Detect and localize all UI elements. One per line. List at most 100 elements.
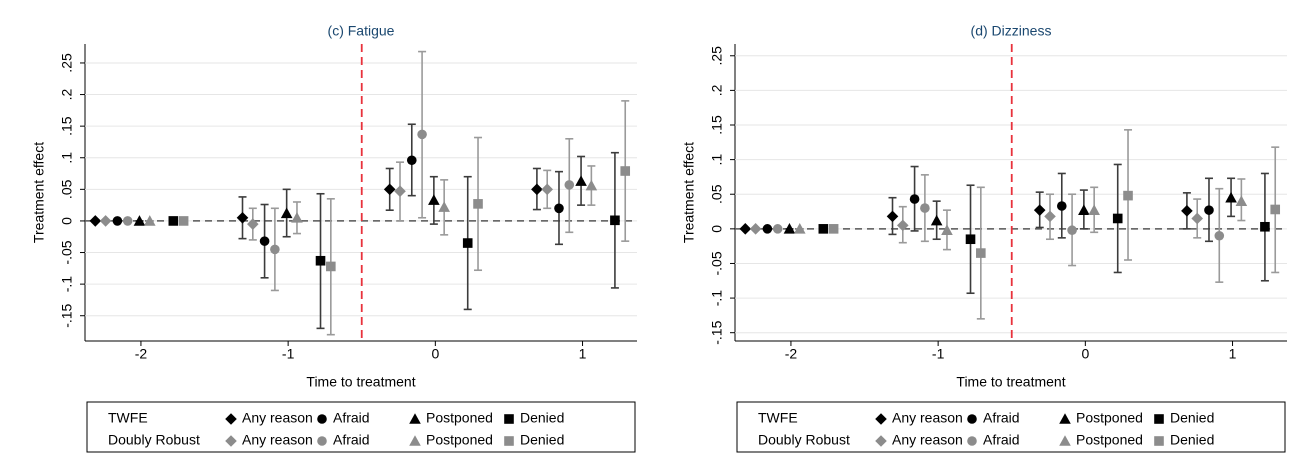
point	[920, 203, 930, 213]
point	[280, 207, 293, 219]
legend-label: Afraid	[333, 410, 370, 426]
x-tick-label: -1	[932, 346, 945, 362]
point	[886, 210, 899, 223]
y-tick-label: .25	[59, 53, 75, 73]
y-tick-label: 0	[59, 217, 75, 225]
x-tick-label: 0	[431, 346, 439, 362]
legend-marker	[1059, 435, 1071, 446]
point	[965, 234, 976, 245]
x-axis-label: Time to treatment	[306, 374, 415, 390]
legend-label: Denied	[520, 432, 564, 448]
y-axis-label: Treatment effect	[681, 142, 697, 243]
point	[1112, 213, 1123, 224]
legend-label: Postponed	[1076, 410, 1143, 426]
point	[1260, 221, 1270, 232]
point	[941, 224, 953, 236]
legend-marker	[967, 414, 977, 424]
legend-group-label: TWFE	[758, 410, 798, 426]
point	[897, 219, 909, 232]
legend-marker	[409, 413, 421, 424]
panel: (c) Fatigue .25 .2 .15 .1 .05 0 -.05 -.1 -.15 -2 -1…	[31, 23, 637, 453]
point	[976, 248, 986, 258]
y-tick-label: .25	[709, 46, 725, 66]
legend-label: Afraid	[333, 432, 370, 448]
point	[1225, 191, 1237, 203]
legend-marker	[875, 413, 887, 425]
panel: (d) Dizziness .25 .2 .15 .1 .05 0 -.05 -.1 -.15 -2…	[681, 23, 1287, 453]
point	[247, 218, 259, 230]
legend-marker	[1154, 436, 1164, 446]
x-tick-label: -2	[785, 346, 798, 362]
point	[1235, 195, 1248, 206]
point	[1191, 212, 1204, 225]
point	[133, 215, 146, 226]
legend-label: Any reason	[892, 410, 963, 426]
legend-marker	[225, 435, 237, 447]
point	[762, 224, 773, 234]
legend-marker	[1059, 413, 1071, 424]
point	[236, 211, 249, 224]
point	[259, 236, 270, 246]
point	[99, 215, 112, 227]
legend-label: Denied	[520, 410, 564, 426]
point	[326, 261, 336, 272]
point	[564, 180, 575, 190]
legend-marker	[317, 414, 327, 424]
point	[1078, 204, 1090, 215]
point	[783, 223, 796, 234]
legend-marker	[875, 435, 887, 447]
point	[143, 215, 156, 226]
point	[1088, 204, 1100, 215]
point	[473, 199, 483, 209]
legend-marker	[967, 436, 977, 446]
point	[270, 244, 280, 255]
legend-label: Any reason	[242, 410, 313, 426]
point	[89, 215, 102, 227]
point	[1067, 225, 1077, 236]
y-tick-label: -.1	[709, 290, 725, 307]
legend-label: Afraid	[983, 410, 1020, 426]
point	[585, 179, 598, 191]
y-tick-label: .2	[709, 84, 725, 96]
y-tick-label: .1	[709, 154, 725, 166]
x-tick-label: 1	[579, 346, 587, 362]
legend-label: Afraid	[983, 432, 1020, 448]
point	[1033, 204, 1046, 216]
legend-group-label: Doubly Robust	[758, 432, 850, 448]
legend-label: Denied	[1170, 410, 1214, 426]
x-tick-label: 0	[1081, 346, 1089, 362]
point	[1204, 205, 1214, 215]
point	[554, 203, 564, 214]
point	[909, 194, 920, 204]
point	[772, 224, 783, 234]
legend-label: Postponed	[1076, 432, 1143, 448]
legend-label: Denied	[1170, 432, 1214, 448]
point	[930, 214, 943, 226]
point	[1214, 230, 1225, 241]
point	[383, 183, 396, 196]
point	[541, 183, 554, 196]
point	[406, 155, 417, 166]
legend-marker	[504, 436, 514, 446]
y-axis-label: Treatment effect	[31, 142, 47, 243]
x-tick-label: -1	[282, 346, 295, 362]
point	[749, 223, 762, 235]
point	[818, 224, 829, 234]
x-tick-label: 1	[1229, 346, 1237, 362]
legend-label: Postponed	[426, 432, 493, 448]
y-tick-label: .2	[59, 89, 75, 101]
point	[531, 183, 543, 196]
point	[1181, 205, 1193, 217]
point	[291, 211, 303, 223]
x-tick-label: -2	[135, 346, 148, 362]
point	[1270, 204, 1281, 215]
point	[428, 194, 440, 205]
y-tick-label: -.15	[709, 320, 725, 344]
panel-title: (c) Fatigue	[328, 23, 395, 39]
point	[610, 215, 620, 226]
point	[417, 129, 427, 140]
y-tick-label: .1	[59, 152, 75, 164]
point	[438, 201, 450, 212]
point	[1044, 210, 1056, 223]
